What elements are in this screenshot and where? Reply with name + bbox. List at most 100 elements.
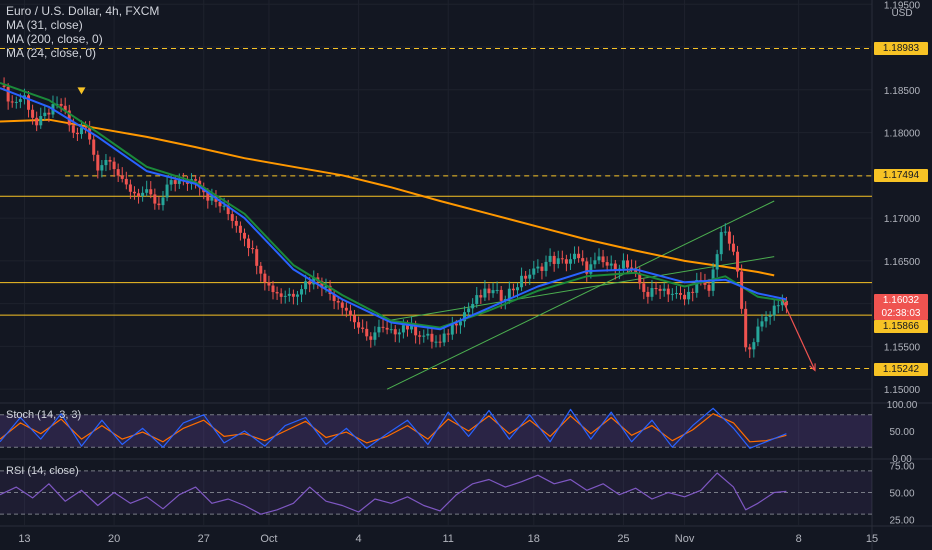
candle-body <box>674 293 678 295</box>
ma24-legend[interactable]: MA (24, close, 0) <box>6 46 97 60</box>
candle-body <box>373 332 377 340</box>
candle-body <box>752 342 756 350</box>
candle-body <box>491 290 495 294</box>
candle-body <box>650 288 654 297</box>
candle-body <box>287 293 291 296</box>
channel-line <box>387 256 775 322</box>
time-axis[interactable]: 13 20 27 Oct 4 11 18 25 Nov 8 15 <box>18 533 878 545</box>
candle-body <box>6 86 10 102</box>
candle-body <box>544 261 548 271</box>
price-tag-mid: 1.15866 <box>874 320 928 333</box>
candle-body <box>67 110 71 126</box>
candle-body <box>515 287 519 291</box>
candle-body <box>84 127 88 129</box>
candle-body <box>340 302 344 308</box>
candle-body <box>630 267 634 269</box>
stoch-pane <box>0 407 872 449</box>
candle-body <box>177 180 181 184</box>
candle-body <box>499 289 503 301</box>
time-tick-label: 8 <box>796 533 802 545</box>
candle-body <box>581 258 585 262</box>
arrow-head <box>809 363 816 372</box>
candle-body <box>458 321 462 326</box>
time-tick-label: 20 <box>108 533 120 545</box>
candle-body <box>104 159 108 166</box>
candle-body <box>226 205 230 215</box>
candle-body <box>120 175 124 179</box>
candle-body <box>222 205 226 207</box>
candle-body <box>568 259 572 264</box>
candle-body <box>210 196 214 201</box>
forecast-arrow[interactable] <box>781 299 816 372</box>
time-tick-label: 11 <box>443 533 454 545</box>
candle-body <box>230 214 234 221</box>
candle-body <box>564 259 568 264</box>
candle-body <box>621 260 625 269</box>
candle-body <box>475 295 479 304</box>
trend-channel[interactable] <box>386 200 775 390</box>
candle-body <box>573 253 577 260</box>
price-tag-upper: 1.17494 <box>874 169 928 182</box>
candle-body <box>116 169 120 176</box>
candle-body <box>727 231 731 244</box>
stoch-tick-label: 50.00 <box>889 427 914 438</box>
candle-body <box>748 347 752 350</box>
candle-body <box>153 194 157 204</box>
candle-body <box>63 105 67 111</box>
candle-body <box>324 285 328 288</box>
candle-body <box>35 117 39 126</box>
time-tick-label: 25 <box>617 533 629 545</box>
candle-body <box>100 165 104 171</box>
candle-body <box>703 281 707 285</box>
candle-body <box>259 265 263 274</box>
candle-body <box>597 256 601 261</box>
candle-body <box>483 288 487 298</box>
candle-body <box>320 281 324 288</box>
candle-body <box>683 294 687 300</box>
time-tick-label: 13 <box>18 533 30 545</box>
symbol-title[interactable]: Euro / U.S. Dollar, 4h, FXCM <box>6 4 160 18</box>
candle-body <box>605 262 609 266</box>
candle-body <box>507 288 511 300</box>
ma31-legend[interactable]: MA (31, close) <box>6 18 83 32</box>
rsi-label[interactable]: RSI (14, close) <box>6 465 79 477</box>
candle-body <box>780 300 784 306</box>
candle-body <box>267 282 271 286</box>
candle-body <box>736 251 740 272</box>
candle-body <box>552 255 556 264</box>
candle-body <box>467 308 471 313</box>
candle-body <box>626 260 630 268</box>
candle-body <box>96 154 100 171</box>
ma31-path <box>0 87 787 331</box>
candle-body <box>344 307 348 311</box>
price-axis[interactable]: 1.195001.190001.185001.180001.175001.170… <box>884 0 921 526</box>
price-tick-label: 1.15500 <box>884 342 921 353</box>
candle-body <box>165 184 169 198</box>
price-tick-label: 1.19500 <box>884 0 921 11</box>
candle-body <box>124 178 128 185</box>
candle-body <box>300 289 304 295</box>
candle-body <box>414 324 418 336</box>
candle-body <box>642 283 646 292</box>
candle-body <box>418 335 422 337</box>
time-tick-label: 27 <box>198 533 210 545</box>
stoch-label[interactable]: Stoch (14, 3, 3) <box>6 409 82 421</box>
candle-body <box>377 326 381 333</box>
candle-body <box>308 281 312 285</box>
candle-body <box>764 316 768 322</box>
candle-body <box>39 116 43 126</box>
candle-body <box>283 295 287 297</box>
candle-body <box>10 101 14 103</box>
ma24-path <box>0 82 787 329</box>
candle-body <box>255 249 259 266</box>
candle-body <box>173 180 177 184</box>
candle-body <box>161 197 165 206</box>
ma200-legend[interactable]: MA (200, close, 0) <box>6 32 103 46</box>
candle-body <box>242 232 246 239</box>
candle-body <box>357 322 361 328</box>
ma24-line <box>0 82 787 329</box>
candle-body <box>247 238 251 249</box>
candle-body <box>79 127 83 135</box>
